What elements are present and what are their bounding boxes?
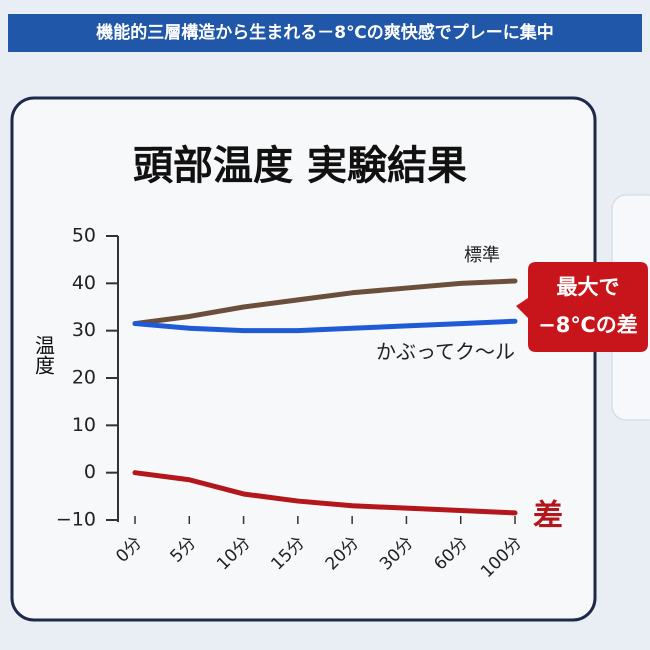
chart-title: 頭部温度 実験結果 xyxy=(133,143,467,189)
header-text: 機能的三層構造から生まれる－8℃の爽快感でプレーに集中 xyxy=(96,22,553,43)
y-tick-label: −10 xyxy=(56,509,96,531)
y-tick-label: 30 xyxy=(72,319,96,341)
callout-line: −8℃の差 xyxy=(538,313,638,337)
series-label: 標準 xyxy=(464,245,500,266)
chart-frame xyxy=(10,96,597,622)
y-axis-label: 温度 xyxy=(32,335,56,375)
series-label: かぶってク～ル xyxy=(376,340,515,364)
series-line xyxy=(132,278,518,327)
y-tick-label: 40 xyxy=(72,272,96,294)
y-tick-label: 10 xyxy=(72,414,96,436)
callout-box xyxy=(516,262,648,352)
series-label: 差 xyxy=(533,499,563,534)
callout-line: 最大で xyxy=(557,275,620,299)
y-tick-label: 0 xyxy=(84,461,96,483)
y-tick-label: 50 xyxy=(72,225,96,247)
y-tick-label: 20 xyxy=(72,367,96,389)
series-line xyxy=(132,318,518,334)
series-line xyxy=(132,470,518,516)
header-banner xyxy=(8,14,642,52)
